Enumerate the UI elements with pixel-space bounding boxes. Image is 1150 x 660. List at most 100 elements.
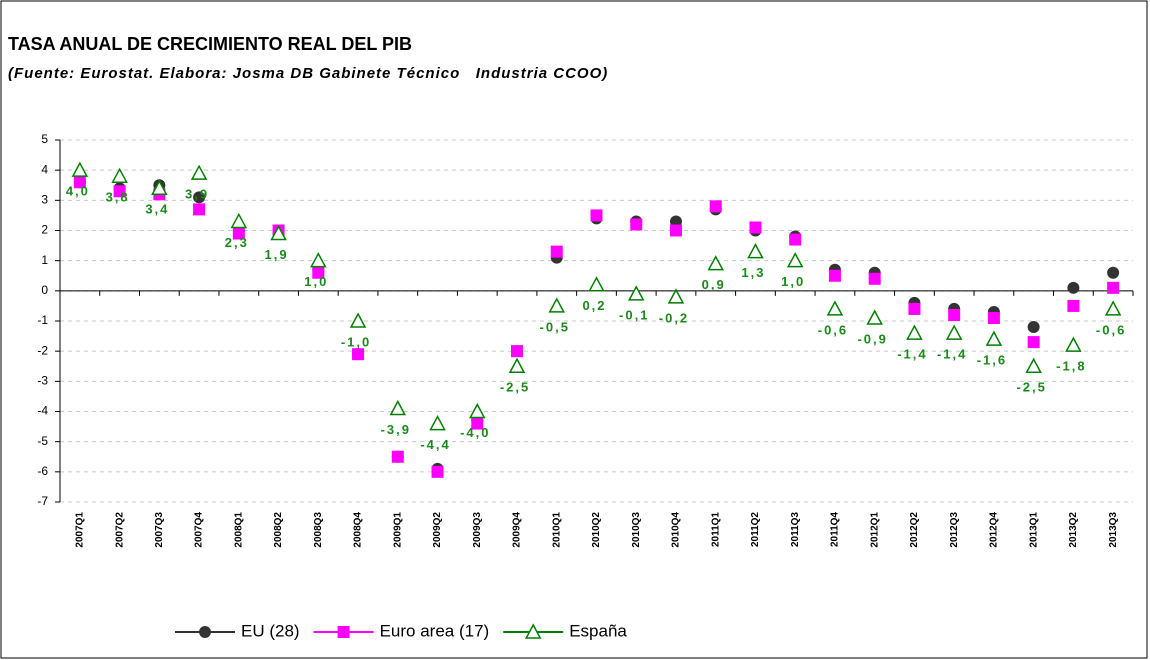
marker (1107, 281, 1120, 294)
y-tick-label: 1 (41, 253, 48, 267)
marker (667, 288, 685, 304)
y-tick-label: 2 (41, 223, 48, 237)
marker (193, 203, 206, 216)
chart-title: TASA ANUAL DE CRECIMIENTO REAL DEL PIB (8, 34, 412, 54)
x-tick-label: 2010Q4 (671, 512, 682, 548)
x-tick-label: 2009Q2 (432, 512, 443, 548)
marker (1067, 299, 1080, 312)
marker (310, 252, 327, 268)
y-tick-label: -7 (37, 494, 48, 508)
data-label: 3,9 (185, 187, 209, 202)
y-tick-label: -4 (37, 404, 48, 418)
x-tick-label: 2007Q1 (75, 512, 86, 548)
data-label: 0,2 (582, 298, 606, 313)
legend-label: Euro area (17) (380, 621, 490, 640)
marker (985, 330, 1003, 346)
data-label: 1,0 (304, 274, 328, 289)
x-tick-label: 2007Q2 (114, 512, 125, 548)
y-tick-label: -5 (37, 434, 48, 448)
marker (1065, 336, 1082, 352)
data-label: -0,5 (540, 319, 570, 334)
marker (270, 224, 287, 241)
marker (789, 233, 802, 246)
x-tick-label: 2008Q1 (233, 512, 244, 548)
marker (508, 357, 526, 373)
marker (1027, 336, 1040, 349)
marker (511, 345, 524, 358)
marker (230, 212, 248, 229)
x-tick-label: 2011Q3 (790, 512, 801, 547)
marker (1107, 266, 1120, 279)
x-tick-label: 2010Q3 (631, 512, 642, 548)
x-tick-label: 2012Q1 (869, 512, 880, 548)
data-label: 3,4 (145, 202, 169, 217)
data-label: -2,5 (500, 380, 530, 395)
data-label: -1,4 (937, 347, 967, 362)
marker (588, 276, 605, 292)
marker (199, 626, 211, 638)
marker (337, 626, 350, 638)
marker (906, 324, 923, 340)
x-tick-label: 2012Q3 (949, 512, 960, 548)
y-tick-label: 4 (41, 162, 48, 176)
marker (669, 224, 682, 237)
marker (548, 297, 566, 313)
marker (908, 302, 921, 315)
x-tick-label: 2007Q4 (194, 512, 205, 548)
y-tick-label: 3 (41, 193, 48, 207)
marker (151, 179, 168, 196)
x-tick-label: 2013Q1 (1028, 512, 1039, 548)
marker (429, 414, 446, 431)
data-label: 1,9 (265, 247, 289, 262)
data-label: 0,9 (702, 277, 726, 292)
x-tick-label: 2013Q2 (1068, 512, 1079, 548)
marker (828, 269, 841, 282)
marker (747, 243, 764, 259)
data-label: -2,5 (1016, 380, 1046, 395)
marker (948, 308, 961, 321)
marker (471, 417, 484, 430)
marker (987, 311, 1000, 324)
marker (669, 215, 682, 228)
marker (866, 309, 883, 325)
marker (73, 176, 86, 189)
marker (391, 450, 404, 463)
marker (193, 191, 206, 204)
x-tick-label: 2009Q1 (392, 512, 403, 548)
legend-label: EU (28) (241, 621, 300, 640)
y-tick-label: -6 (37, 464, 48, 478)
data-label: -1,0 (341, 334, 371, 349)
marker (590, 209, 603, 222)
data-label: -4,4 (420, 437, 450, 452)
x-tick-label: 2009Q4 (512, 512, 523, 548)
data-label: 4,0 (66, 184, 90, 199)
marker (1067, 281, 1080, 294)
x-tick-label: 2012Q4 (989, 512, 1000, 548)
data-label: 3,8 (106, 190, 130, 205)
marker (1025, 357, 1042, 373)
x-tick-label: 2010Q2 (591, 512, 602, 548)
data-label: 1,0 (781, 274, 805, 289)
chart-subtitle: (Fuente: Eurostat. Elabora: Josma DB Gab… (8, 65, 608, 82)
marker (113, 185, 126, 198)
data-label: -1,6 (977, 353, 1007, 368)
data-label: 1,3 (741, 265, 765, 280)
x-tick-label: 2010Q1 (551, 512, 562, 548)
y-tick-label: -2 (37, 343, 48, 357)
marker (709, 200, 722, 213)
marker (469, 402, 486, 419)
data-label: -4,0 (460, 425, 490, 440)
x-tick-label: 2012Q2 (909, 512, 920, 548)
marker (627, 285, 645, 301)
legend-label: España (569, 621, 627, 640)
y-tick-label: 0 (41, 283, 48, 297)
data-label: -0,1 (619, 307, 649, 322)
marker (431, 465, 444, 478)
marker (111, 167, 128, 183)
marker (1027, 321, 1040, 334)
marker (1104, 300, 1122, 316)
marker (707, 255, 724, 271)
marker (232, 227, 245, 240)
